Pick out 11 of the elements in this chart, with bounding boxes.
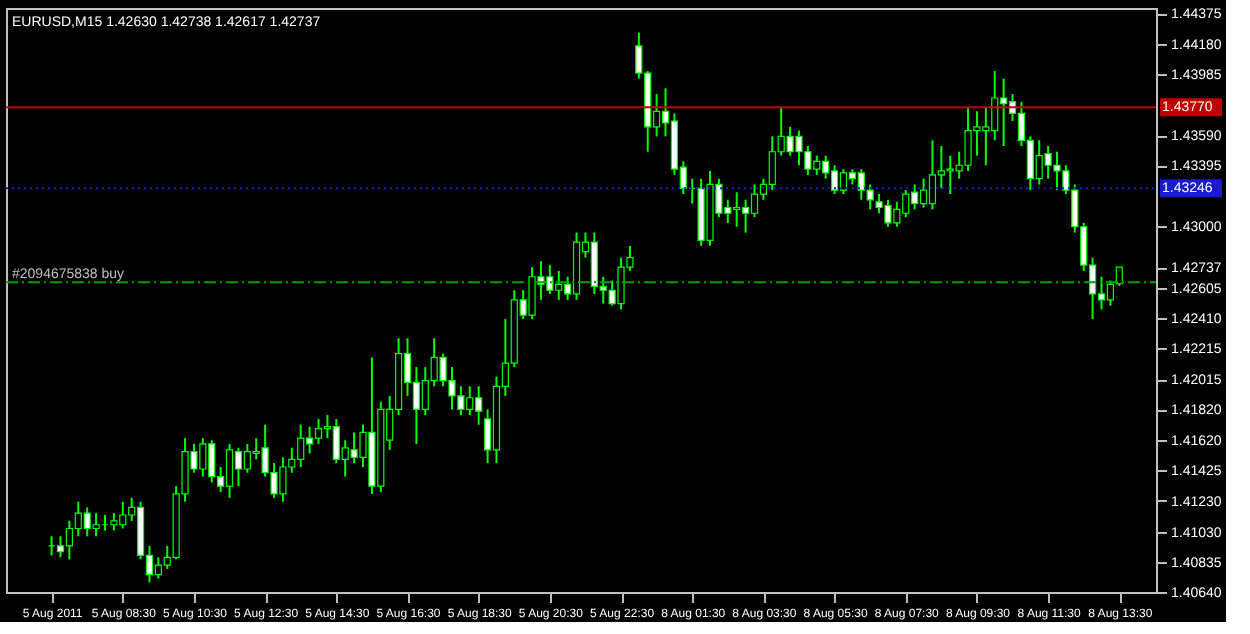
- candlestick: [225, 442, 234, 499]
- candlestick: [750, 183, 759, 219]
- candlestick: [830, 164, 839, 196]
- candlestick: [839, 168, 848, 196]
- candlestick: [919, 177, 928, 209]
- candlestick: [928, 139, 937, 211]
- candlestick: [56, 535, 65, 559]
- candlestick: [92, 512, 100, 538]
- candlestick: [1106, 279, 1115, 307]
- candlestick: [234, 446, 243, 488]
- candlestick: [314, 417, 323, 445]
